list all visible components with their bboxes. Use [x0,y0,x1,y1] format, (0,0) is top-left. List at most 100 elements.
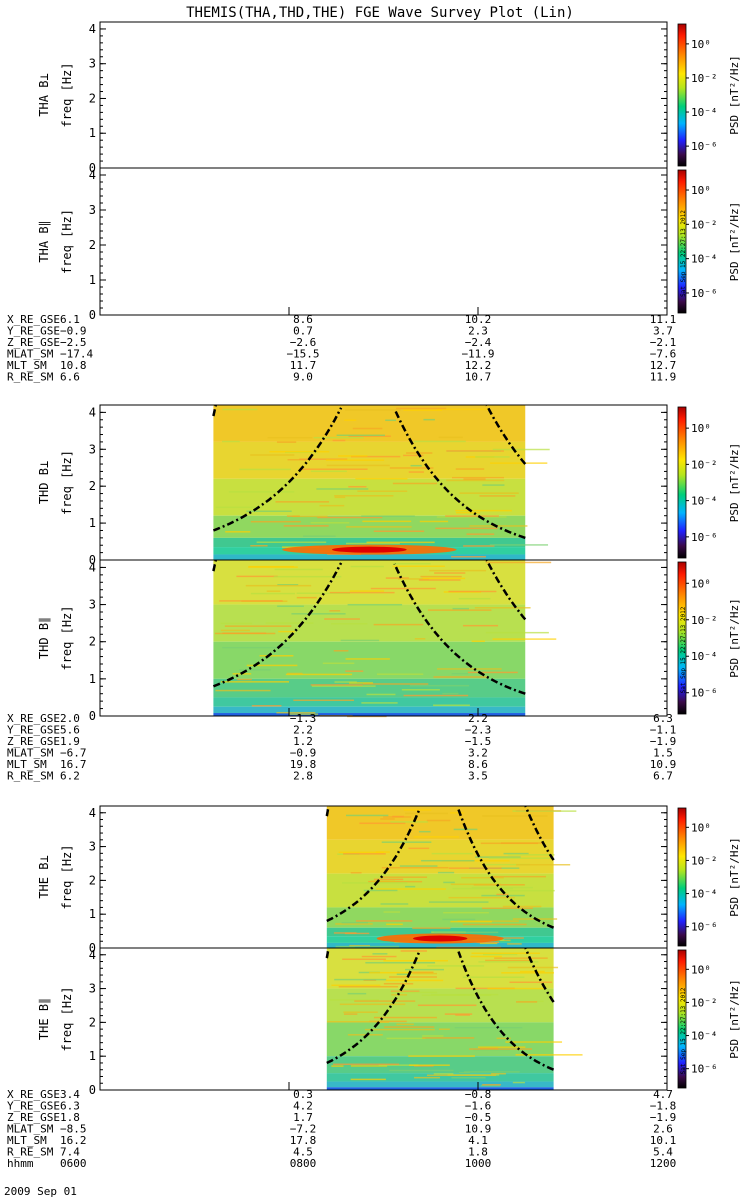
ephemeris-value: 6.3 [60,1100,80,1113]
ephemeris-value: −1.5 [465,735,492,748]
texture-stripe [412,972,438,975]
texture-stripe [485,631,549,634]
spectral-band [213,678,526,698]
texture-stripe [289,713,319,715]
texture-stripe [505,1041,563,1043]
ephemeris-value: −8.5 [60,1123,87,1136]
texture-stripe [310,470,347,473]
texture-stripe [250,520,301,523]
texture-stripe [414,638,426,640]
ephemeris-value: 12.2 [465,359,492,372]
texture-stripe [441,860,510,862]
texture-stripe [436,408,491,411]
texture-stripe [246,510,292,513]
texture-stripe [389,467,434,469]
texture-stripe [463,545,495,547]
y-tick-label: 4 [89,806,96,820]
texture-stripe [259,655,294,657]
freq-axis-label: freq [Hz] [60,844,74,909]
colorbar: 10⁰ 10⁻² 10⁻⁴ 10⁻⁶ PSD [nT²/Hz] Sat Sep 15 22… [677,169,741,314]
texture-stripe [412,927,451,929]
texture-stripe [485,959,533,962]
ephemeris-value: −2.6 [290,336,317,349]
texture-stripe [410,464,422,467]
creation-stamp: Sat Sep 15 22:27:13 2012 [680,210,687,297]
texture-stripe [392,482,438,485]
gyrofrequency-curves [212,559,527,695]
texture-stripe [426,1074,497,1077]
ephemeris-value: −1.9 [650,1111,677,1124]
texture-stripe [348,485,367,488]
fce-curve-right-outer [524,947,555,1003]
texture-stripe [363,889,398,892]
texture-stripe [509,981,553,984]
colorbar-tick-label: 10⁻² [691,218,718,231]
date-label: 2009 Sep 01 [4,1185,77,1198]
texture-stripe [335,945,400,948]
texture-stripe [433,704,470,706]
texture-stripe [267,436,313,439]
texture-stripe [344,932,370,935]
texture-stripe [494,957,548,959]
panel-tha-bperp: 0 1 2 3 4 THA B⊥ freq [Hz] 10⁰ 10⁻² 10⁻⁴ 10⁻⁶ PSD [… [37,21,741,175]
ephemeris-value: −0.9 [60,325,87,338]
texture-stripe [434,931,499,934]
creation-stamp: Sat Sep 15 22:27:13 2012 [680,606,687,693]
texture-stripe [469,1048,533,1050]
texture-stripe [492,448,550,451]
texture-stripe [502,905,542,908]
texture-stripe [331,1065,344,1067]
texture-stripe [292,515,328,518]
y-tick-label: 2 [89,238,96,252]
texture-stripe [383,911,401,913]
colorbar-scale [677,23,687,167]
y-tick-label: 0 [89,709,96,723]
texture-stripe [350,455,401,458]
texture-stripe [350,872,362,874]
ephemeris-value: 16.7 [60,758,87,771]
texture-stripe [429,569,487,572]
ephemeris-value: 5.4 [653,1146,673,1159]
texture-stripe [334,978,387,981]
texture-stripe [438,436,463,439]
texture-stripe [455,468,485,470]
panel-probe-label: THD B⊥ [37,461,51,504]
texture-stripe [437,668,502,670]
texture-stripe [442,692,459,695]
texture-stripe [345,409,401,411]
texture-stripe [462,624,499,627]
texture-stripe [228,491,295,493]
texture-stripe [386,1037,426,1040]
ephemeris-value: 1.8 [468,1146,488,1159]
texture-stripe [444,1013,473,1015]
texture-stripe [287,458,307,461]
colorbar: 10⁰ 10⁻² 10⁻⁴ 10⁻⁶ PSD [nT²/Hz] [677,406,741,559]
panel-thd-bpar: 0 1 2 3 4 THD B∥ freq [Hz] 10⁰ 10⁻² 10⁻⁴ 10⁻⁶ PSD [… [37,559,741,723]
colorbar-tick-label: 10⁻⁶ [691,1063,718,1076]
ephemeris-value: 6.6 [60,371,80,384]
colorbar-label: PSD [nT²/Hz] [728,598,741,677]
texture-stripe [390,821,428,823]
ephemeris-value: −2.5 [60,336,87,349]
panel-probe-label: THA B⊥ [37,73,51,116]
colorbar-tick-label: 10⁻⁶ [691,531,718,544]
texture-stripe [278,630,295,633]
texture-stripe [331,623,368,625]
colorbar-tick-label: 10⁰ [691,184,711,197]
texture-stripe [396,1023,414,1026]
ephemeris-row-label: X_RE_GSE [7,1088,60,1101]
texture-stripe [368,880,423,883]
ephemeris-value: 3.5 [468,770,488,783]
texture-stripe [448,867,502,869]
texture-stripe [392,815,404,818]
texture-stripe [512,810,577,812]
texture-stripe [481,907,533,909]
texture-stripe [361,955,397,958]
texture-stripe [256,541,327,543]
texture-stripe [220,629,250,632]
texture-stripe [384,1026,435,1028]
ephemeris-value: −7.2 [290,1123,317,1136]
colorbar-tick-label: 10⁻² [691,854,718,867]
ephemeris-value: 1000 [465,1157,492,1170]
texture-stripe [445,515,499,517]
